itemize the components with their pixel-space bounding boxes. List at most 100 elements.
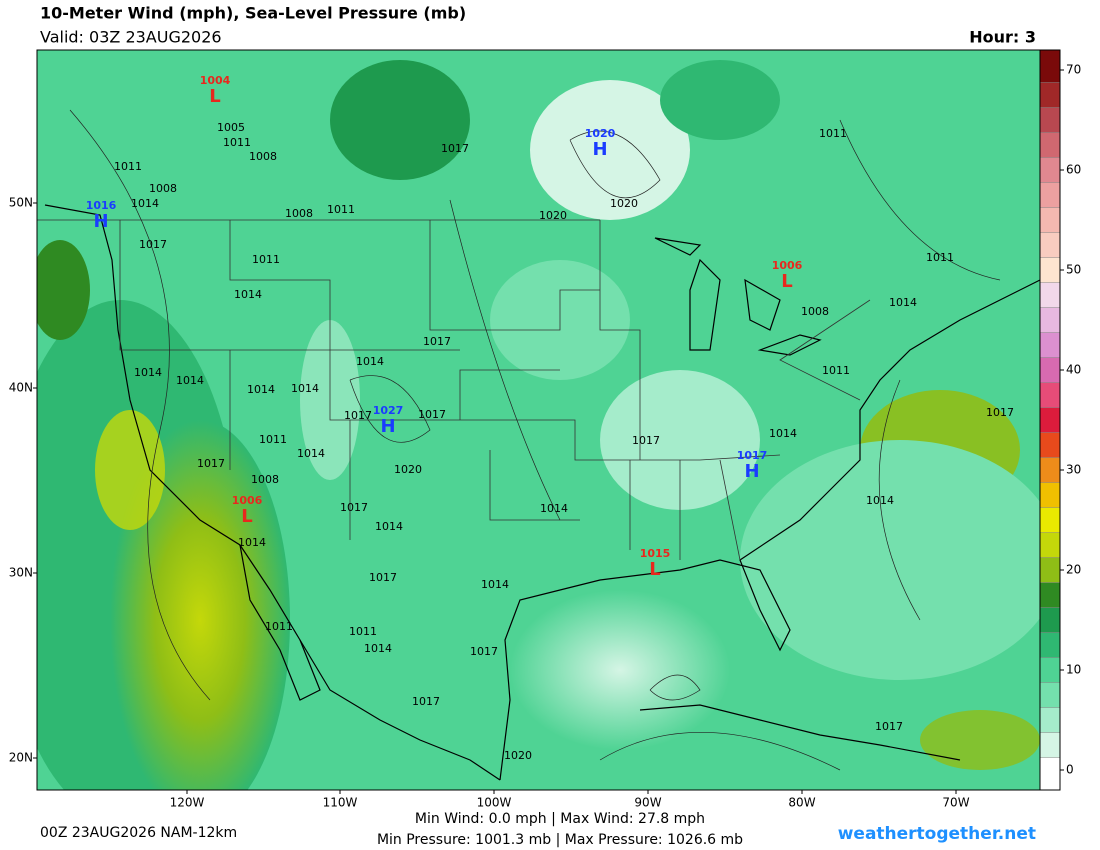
isobar-label: 1017 [632, 434, 660, 447]
isobar-label: 1011 [265, 620, 293, 633]
pressure-value: 1006 [232, 494, 263, 507]
isobar-label: 1011 [349, 625, 377, 638]
isobar-label: 1011 [223, 136, 251, 149]
pressure-value: 1027 [373, 404, 404, 417]
lat-label: 20N [9, 751, 33, 765]
isobar-label: 1014 [769, 427, 797, 440]
colorbar-bin [1039, 49, 1061, 83]
isobar-label: 1008 [149, 182, 177, 195]
isobar-label: 1017 [441, 142, 469, 155]
pressure-center: L [649, 559, 660, 580]
isobar-label: 1017 [875, 720, 903, 733]
isobar-label: 1014 [134, 366, 162, 379]
lon-label: 80W [788, 796, 815, 810]
colorbar-bin [1039, 457, 1061, 483]
colorbar-bin [1039, 557, 1061, 583]
isobar-label: 1017 [418, 408, 446, 421]
pressure-center: H [93, 211, 108, 232]
pressure-value: 1016 [86, 199, 117, 212]
colorbar-bin [1039, 357, 1061, 383]
colorbar-tick-label: 10 [1066, 663, 1081, 677]
colorbar-tick-label: 60 [1066, 163, 1081, 177]
isobar-label: 1020 [504, 749, 532, 762]
colorbar-bin [1039, 732, 1061, 758]
isobar-label: 1014 [131, 197, 159, 210]
lat-label: 30N [9, 566, 33, 580]
colorbar-bin [1039, 307, 1061, 333]
pressure-value: 1004 [200, 74, 231, 87]
site-credit: weathertogether.net [838, 824, 1036, 844]
isobar-label: 1011 [926, 251, 954, 264]
colorbar-tick-label: 40 [1066, 363, 1081, 377]
isobar-label: 1008 [801, 305, 829, 318]
isobar-label: 1014 [889, 296, 917, 309]
colorbar-bin [1039, 757, 1061, 791]
pressure-center: L [209, 86, 220, 107]
isobar-label: 1014 [247, 383, 275, 396]
colorbar-bin [1039, 707, 1061, 733]
wind-stats: Min Wind: 0.0 mph | Max Wind: 27.8 mph [415, 811, 705, 827]
isobar-label: 1014 [176, 374, 204, 387]
colorbar-bin [1039, 132, 1061, 158]
colorbar-bin [1039, 257, 1061, 283]
isobar-label: 1008 [251, 473, 279, 486]
isobar-label: 1017 [470, 645, 498, 658]
isobar-label: 1020 [394, 463, 422, 476]
isobar-label: 1011 [822, 364, 850, 377]
lat-label: 50N [9, 196, 33, 210]
isobar-label: 1017 [344, 409, 372, 422]
colorbar-tick-label: 0 [1066, 763, 1074, 777]
lat-label: 40N [9, 381, 33, 395]
colorbar-tick-label: 20 [1066, 563, 1081, 577]
colorbar-tick-label: 50 [1066, 263, 1081, 277]
colorbar-bin [1039, 632, 1061, 658]
lon-label: 70W [942, 796, 969, 810]
colorbar-bin [1039, 432, 1061, 458]
isobar-label: 1014 [364, 642, 392, 655]
colorbar-bin [1039, 407, 1061, 433]
colorbar-bin [1039, 107, 1061, 133]
lon-label: 110W [323, 796, 358, 810]
colorbar-bin [1039, 682, 1061, 708]
colorbar-bin [1039, 182, 1061, 208]
pressure-center: H [380, 416, 395, 437]
isobar-label: 1020 [610, 197, 638, 210]
colorbar-bin [1039, 382, 1061, 408]
isobar-label: 1017 [197, 457, 225, 470]
colorbar-bin [1039, 157, 1061, 183]
isobar-label: 1005 [217, 121, 245, 134]
forecast-hour: Hour: 3 [969, 28, 1036, 47]
isobar-label: 1017 [369, 571, 397, 584]
pressure-center: H [592, 139, 607, 160]
lon-label: 100W [477, 796, 512, 810]
colorbar-frame [1039, 49, 1061, 791]
colorbar-bin [1039, 657, 1061, 683]
lon-label: 90W [634, 796, 661, 810]
isobar-label: 1008 [285, 207, 313, 220]
colorbar-bin [1039, 532, 1061, 558]
isobar-label: 1014 [291, 382, 319, 395]
isobar-label: 1011 [252, 253, 280, 266]
pressure-value: 1006 [772, 259, 803, 272]
valid-time: Valid: 03Z 23AUG2026 [40, 28, 222, 47]
pressure-stats: Min Pressure: 1001.3 mb | Max Pressure: … [377, 832, 743, 848]
isobar-label: 1017 [423, 335, 451, 348]
colorbar-bin [1039, 607, 1061, 633]
isobar-label: 1008 [249, 150, 277, 163]
isobar-label: 1014 [866, 494, 894, 507]
colorbar-bin [1039, 507, 1061, 533]
colorbar-bin [1039, 482, 1061, 508]
isobar-label: 1017 [340, 501, 368, 514]
isobar-label: 1014 [540, 502, 568, 515]
title: 10-Meter Wind (mph), Sea-Level Pressure … [40, 4, 466, 23]
isobar-label: 1017 [139, 238, 167, 251]
isobar-label: 1011 [114, 160, 142, 173]
colorbar-tick-label: 70 [1066, 63, 1081, 77]
colorbar-bin [1039, 82, 1061, 108]
model-run: 00Z 23AUG2026 NAM-12km [40, 825, 237, 841]
isobar-label: 1011 [819, 127, 847, 140]
colorbar-tick-label: 30 [1066, 463, 1081, 477]
isobar-label: 1011 [259, 433, 287, 446]
colorbar-bin [1039, 282, 1061, 308]
